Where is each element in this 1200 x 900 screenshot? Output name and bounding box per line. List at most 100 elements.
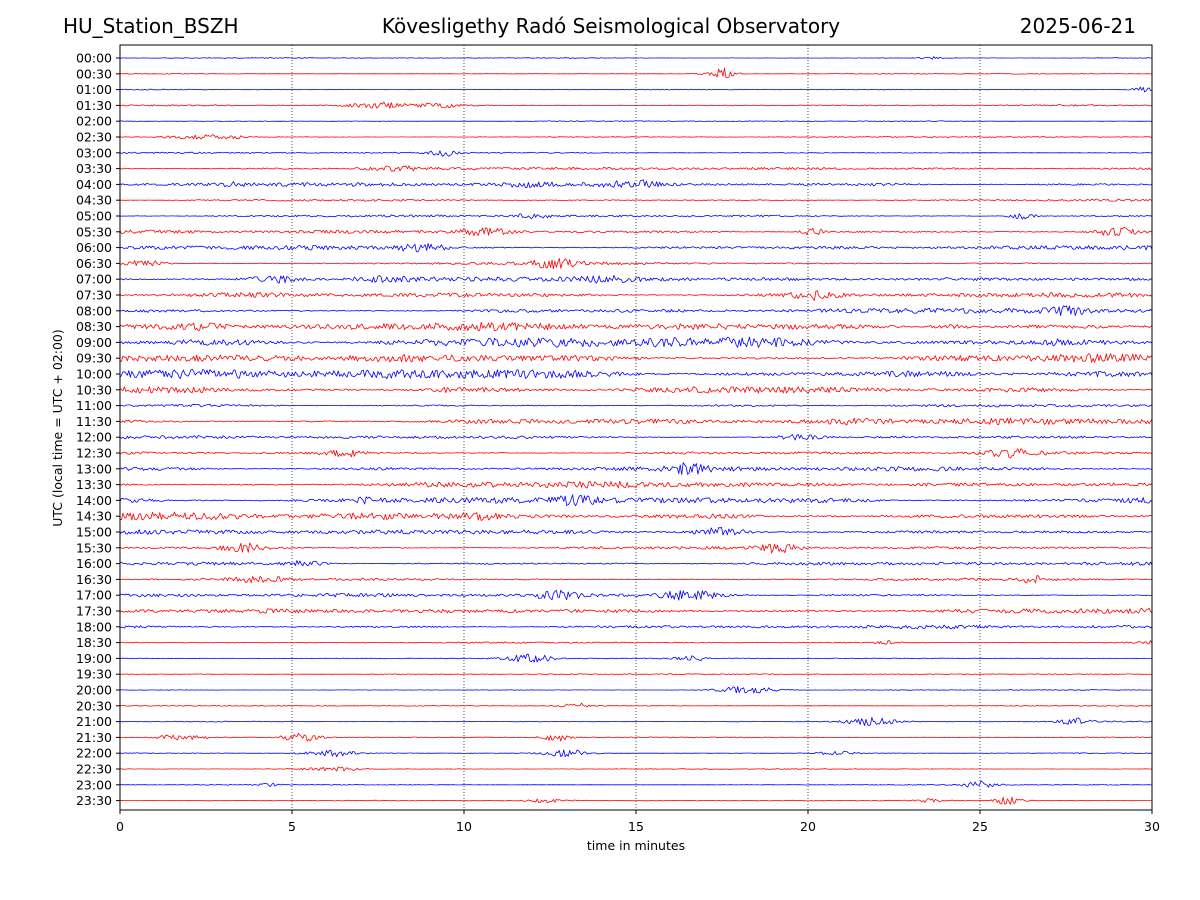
y-tick-label: 13:30 xyxy=(76,477,112,492)
trace-row-2000 xyxy=(119,686,1152,694)
trace-row-1100 xyxy=(119,403,1153,408)
observatory-title: Kövesligethy Radó Seismological Observat… xyxy=(381,14,841,38)
trace-row-1600 xyxy=(119,560,1153,567)
y-tick-label: 04:30 xyxy=(76,193,112,208)
trace-row-1900 xyxy=(120,653,1152,663)
trace-row-0200 xyxy=(119,120,1152,122)
y-tick-label: 21:00 xyxy=(76,714,112,729)
y-tick-label: 06:00 xyxy=(76,240,112,255)
x-tick-label: 25 xyxy=(972,819,988,834)
y-tick-label: 18:00 xyxy=(76,619,112,634)
trace-row-1230 xyxy=(119,448,1153,459)
y-tick-label: 09:00 xyxy=(76,335,112,350)
trace-row-1500 xyxy=(119,526,1153,536)
y-tick-label: 20:00 xyxy=(76,683,112,698)
trace-row-2300 xyxy=(119,780,1153,788)
trace-row-0230 xyxy=(119,134,1153,140)
y-tick-label: 21:30 xyxy=(76,730,112,745)
trace-row-2200 xyxy=(119,749,1153,758)
y-tick-label: 01:00 xyxy=(76,82,112,97)
trace-row-2100 xyxy=(120,717,1152,726)
x-tick-label: 20 xyxy=(800,819,816,834)
trace-row-0730 xyxy=(119,290,1153,301)
x-tick-label: 5 xyxy=(288,819,296,834)
y-tick-label: 05:00 xyxy=(76,209,112,224)
trace-row-2030 xyxy=(119,702,1153,708)
y-tick-label: 11:30 xyxy=(76,414,112,429)
y-axis-label: UTC (local time = UTC + 02:00) xyxy=(50,329,65,527)
trace-row-0900 xyxy=(119,336,1153,348)
trace-row-2330 xyxy=(119,796,1152,805)
trace-row-1430 xyxy=(119,511,1153,521)
trace-row-1700 xyxy=(119,589,1153,601)
vertical-gridlines xyxy=(291,45,981,810)
trace-row-0300 xyxy=(119,150,1153,157)
y-tick-label: 18:30 xyxy=(76,635,112,650)
y-tick-label: 01:30 xyxy=(76,98,112,113)
trace-row-1730 xyxy=(119,607,1153,614)
trace-row-0830 xyxy=(119,321,1153,332)
x-tick-label: 10 xyxy=(456,819,472,834)
y-tick-label: 11:00 xyxy=(76,398,112,413)
trace-row-1130 xyxy=(119,417,1153,426)
y-tick-label: 08:30 xyxy=(76,319,112,334)
y-tick-label: 06:30 xyxy=(76,256,112,271)
y-tick-label: 08:00 xyxy=(76,303,112,318)
y-tick-label: 03:30 xyxy=(76,161,112,176)
y-tick-label: 10:30 xyxy=(76,382,112,397)
trace-row-1630 xyxy=(119,575,1153,584)
y-tick-label: 17:00 xyxy=(76,588,112,603)
trace-row-1530 xyxy=(119,542,1153,554)
trace-row-0000 xyxy=(119,56,1153,60)
trace-row-0030 xyxy=(119,67,1153,79)
y-tick-label: 04:00 xyxy=(76,177,112,192)
y-tick-label: 20:30 xyxy=(76,698,112,713)
y-tick-label: 16:30 xyxy=(76,572,112,587)
y-tick-label: 14:30 xyxy=(76,509,112,524)
trace-row-0600 xyxy=(119,243,1153,253)
y-tick-label: 23:30 xyxy=(76,793,112,808)
y-tick-label: 12:30 xyxy=(76,446,112,461)
date-title: 2025-06-21 xyxy=(1019,14,1136,38)
y-tick-label: 19:00 xyxy=(76,651,112,666)
trace-row-0700 xyxy=(119,275,1153,284)
trace-row-0330 xyxy=(119,165,1153,172)
y-tick-label: 16:00 xyxy=(76,556,112,571)
trace-row-0530 xyxy=(119,227,1153,237)
x-tick-label: 30 xyxy=(1144,819,1160,834)
y-tick-label: 07:30 xyxy=(76,288,112,303)
trace-row-0930 xyxy=(119,353,1153,363)
y-tick-label: 22:30 xyxy=(76,762,112,777)
y-tick-label: 00:00 xyxy=(76,51,112,66)
trace-row-1300 xyxy=(119,462,1152,475)
x-axis-ticks: 0 5 10 15 20 25 30 xyxy=(116,810,1160,834)
y-tick-label: 02:30 xyxy=(76,130,112,145)
y-tick-label: 17:30 xyxy=(76,604,112,619)
trace-row-1200 xyxy=(119,433,1153,441)
y-tick-label: 02:00 xyxy=(76,114,112,129)
y-tick-label: 05:30 xyxy=(76,224,112,239)
y-tick-label: 19:30 xyxy=(76,667,112,682)
y-tick-label: 13:00 xyxy=(76,461,112,476)
y-tick-label: 07:00 xyxy=(76,272,112,287)
trace-row-1330 xyxy=(119,480,1153,489)
trace-row-0630 xyxy=(119,258,1153,270)
trace-row-1000 xyxy=(119,368,1153,380)
station-title: HU_Station_BSZH xyxy=(63,14,239,38)
trace-row-2230 xyxy=(119,766,1153,772)
trace-row-1400 xyxy=(119,494,1153,507)
y-tick-label: 15:30 xyxy=(76,540,112,555)
y-tick-label: 03:00 xyxy=(76,145,112,160)
trace-row-0430 xyxy=(120,198,1153,202)
y-tick-label: 00:30 xyxy=(76,66,112,81)
y-tick-label: 14:00 xyxy=(76,493,112,508)
y-tick-label: 15:00 xyxy=(76,525,112,540)
trace-row-1030 xyxy=(119,386,1153,394)
trace-row-1930 xyxy=(119,673,1153,676)
x-axis-label: time in minutes xyxy=(587,838,685,853)
seismogram-traces xyxy=(119,56,1153,805)
y-axis-ticks: 00:0000:3001:0001:3002:0002:3003:0003:30… xyxy=(76,51,120,808)
trace-row-0800 xyxy=(119,305,1153,316)
trace-row-0130 xyxy=(119,101,1153,109)
